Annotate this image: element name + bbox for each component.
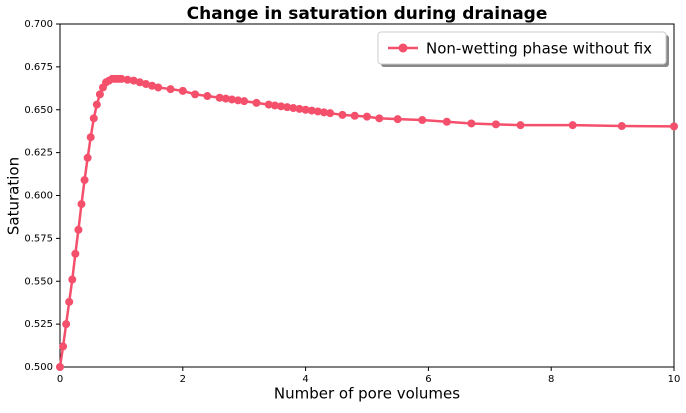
x-tick-label: 8: [548, 374, 554, 385]
data-point: [442, 117, 451, 126]
data-point: [670, 122, 678, 131]
data-point: [117, 74, 126, 83]
data-point: [491, 120, 500, 129]
data-point: [320, 108, 329, 117]
data-point: [74, 225, 83, 234]
data-point: [270, 101, 279, 110]
data-point: [123, 75, 132, 84]
data-point: [363, 112, 371, 121]
y-tick-label: 0.650: [24, 105, 53, 116]
data-point: [264, 100, 273, 109]
y-tick-label: 0.675: [24, 62, 53, 73]
y-tick-label: 0.600: [24, 191, 53, 202]
data-point: [215, 93, 224, 102]
data-point: [129, 76, 138, 85]
series-line: [58, 77, 675, 368]
data-point: [375, 114, 384, 123]
data-point: [307, 106, 316, 115]
y-tick-label: 0.575: [24, 233, 53, 244]
data-point: [62, 320, 71, 329]
y-tick-label: 0.525: [24, 319, 53, 330]
x-tick-label: 10: [668, 374, 681, 385]
data-point: [191, 90, 200, 99]
x-tick-label: 0: [57, 374, 63, 385]
data-point: [71, 249, 80, 258]
y-tick-label: 0.700: [24, 19, 53, 30]
data-point: [326, 109, 335, 118]
data-point: [313, 107, 322, 116]
x-tick-label: 6: [425, 374, 431, 385]
data-point: [240, 97, 249, 106]
plot-area: [59, 23, 675, 368]
y-tick-label: 0.625: [24, 148, 53, 159]
data-point: [56, 363, 64, 371]
data-point: [166, 85, 175, 94]
data-point: [77, 200, 86, 209]
data-point: [289, 104, 298, 113]
data-point: [234, 96, 243, 105]
data-point: [221, 94, 230, 103]
data-point: [227, 95, 236, 104]
data-point: [95, 90, 104, 99]
data-point: [350, 111, 359, 120]
data-point: [568, 121, 577, 130]
y-tick-label: 0.550: [24, 276, 53, 287]
data-point: [301, 105, 310, 114]
y-tick-label: 0.500: [24, 362, 53, 373]
data-point: [338, 110, 347, 119]
data-point: [418, 116, 427, 125]
data-point: [154, 83, 163, 92]
x-axis-label: Number of pore volumes: [274, 385, 460, 403]
data-point: [59, 342, 68, 351]
x-tick-label: 2: [180, 374, 186, 385]
data-point: [86, 133, 95, 142]
data-point: [467, 119, 476, 128]
data-point: [283, 103, 292, 112]
data-point: [135, 78, 144, 87]
data-point: [80, 176, 89, 185]
data-point: [295, 104, 304, 113]
data-point: [141, 80, 150, 89]
data-point: [89, 114, 98, 123]
data-point: [617, 122, 626, 131]
data-point: [516, 121, 525, 130]
chart-title: Change in saturation during drainage: [187, 4, 548, 24]
data-point: [65, 297, 74, 306]
legend-marker: [398, 43, 408, 53]
data-point: [178, 86, 187, 95]
legend-label: Non-wetting phase without fix: [426, 40, 652, 58]
data-point: [92, 100, 101, 109]
data-point: [83, 153, 92, 162]
data-point: [252, 98, 261, 107]
legend-box: [377, 31, 667, 65]
y-axis-label: Saturation: [5, 157, 23, 235]
x-tick-label: 4: [302, 374, 308, 385]
data-point: [68, 275, 77, 284]
data-point: [277, 102, 286, 111]
data-point: [393, 115, 402, 124]
data-point: [148, 81, 157, 90]
data-point: [203, 92, 212, 101]
